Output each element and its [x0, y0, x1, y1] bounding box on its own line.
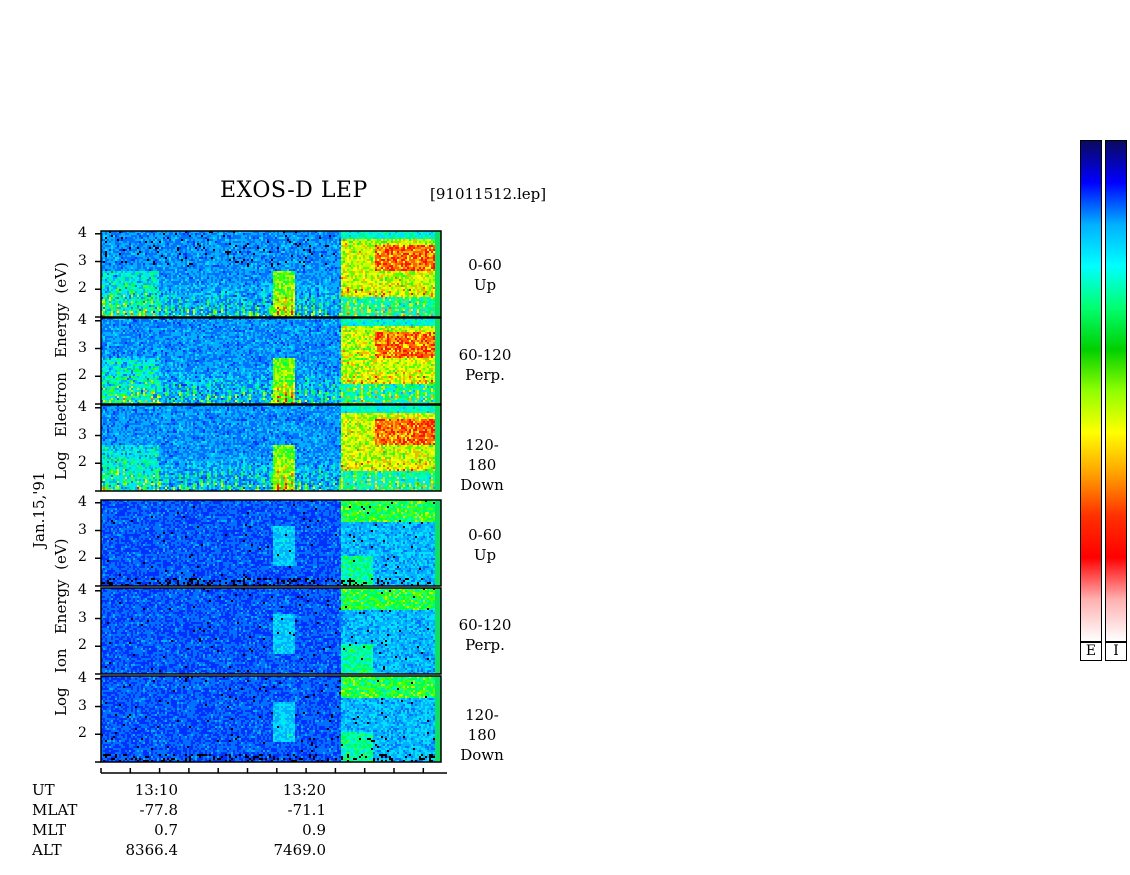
electron-label-down: 120-180 Down — [452, 435, 512, 495]
y-tick-label: 3 — [78, 339, 87, 356]
electron-panel-up — [101, 231, 441, 317]
ion-panel-up — [101, 500, 441, 586]
ephemeris-labels: UT MLAT MLT ALT — [32, 780, 77, 860]
y-tick-label: 3 — [78, 609, 87, 626]
eph-mlat-2: -71.1 — [287, 801, 326, 819]
electron-angle-down: 120-180 — [465, 436, 499, 474]
panel-frame — [100, 230, 442, 318]
y-tick-label: 4 — [78, 581, 87, 598]
electron-dir-up: Up — [473, 276, 497, 294]
y-tick-label: 3 — [78, 252, 87, 269]
chart-title: EXOS-D LEP — [220, 178, 368, 203]
ion-angle-down: 120-180 — [465, 706, 499, 744]
electron-dir-perp: Perp. — [465, 366, 505, 384]
colorbar-ion — [1105, 140, 1127, 642]
electron-panel-perp — [101, 318, 441, 404]
ephemeris-col-1: 13:10 -77.8 0.7 8366.4 — [100, 780, 179, 860]
y-tick-label: 4 — [78, 398, 87, 415]
eph-label-alt: ALT — [32, 841, 62, 859]
panel-frame — [100, 499, 442, 587]
colorbar-electron — [1080, 140, 1102, 642]
ion-dir-up: Up — [473, 546, 497, 564]
y-tick-label: 4 — [78, 311, 87, 328]
y-tick-label: 2 — [78, 280, 87, 297]
y-tick-label: 4 — [78, 224, 87, 241]
eph-label-mlat: MLAT — [32, 801, 78, 819]
eph-alt-1: 8366.4 — [125, 841, 179, 859]
file-name: [91011512.lep] — [430, 185, 547, 203]
electron-angle-up: 0-60 — [468, 256, 502, 274]
y-tick-label: 2 — [78, 454, 87, 471]
eph-alt-2: 7469.0 — [273, 841, 327, 859]
eph-mlt-2: 0.9 — [302, 821, 326, 839]
electron-label-up: 0-60 Up — [455, 255, 515, 295]
ion-label-perp: 60-120 Perp. — [455, 615, 515, 655]
panel-frame — [100, 404, 442, 492]
ion-label-down: 120-180 Down — [452, 705, 512, 765]
y-tick-label: 2 — [78, 637, 87, 654]
y-tick-label: 2 — [78, 367, 87, 384]
y-tick-label: 2 — [78, 549, 87, 566]
colorbar-label-i: I — [1105, 642, 1127, 661]
ion-angle-up: 0-60 — [468, 526, 502, 544]
y-tick-label: 4 — [78, 669, 87, 686]
eph-mlt-1: 0.7 — [154, 821, 178, 839]
ion-angle-perp: 60-120 — [458, 616, 512, 634]
y-tick-label: 3 — [78, 521, 87, 538]
eph-label-ut: UT — [32, 781, 55, 799]
eph-ut-2: 13:20 — [282, 781, 326, 799]
y-tick-label: 4 — [78, 493, 87, 510]
ion-dir-perp: Perp. — [465, 636, 505, 654]
electron-label-perp: 60-120 Perp. — [455, 345, 515, 385]
y-tick-label: 3 — [78, 426, 87, 443]
electron-dir-down: Down — [460, 476, 504, 494]
eph-ut-1: 13:10 — [134, 781, 178, 799]
ion-dir-down: Down — [460, 746, 504, 764]
ion-panel-perp — [101, 588, 441, 674]
electron-angle-perp: 60-120 — [458, 346, 512, 364]
panel-frame — [100, 675, 442, 763]
eph-mlat-1: -77.8 — [139, 801, 178, 819]
electron-panel-down — [101, 405, 441, 491]
y-tick-label: 2 — [78, 725, 87, 742]
y-tick-label: 3 — [78, 697, 87, 714]
ephemeris-col-2: 13:20 -71.1 0.9 7469.0 — [248, 780, 327, 860]
eph-label-mlt: MLT — [32, 821, 67, 839]
panel-frame — [100, 587, 442, 675]
ion-panel-down — [101, 676, 441, 762]
colorbar-label-e: E — [1080, 642, 1102, 661]
panel-frame — [100, 317, 442, 405]
ion-label-up: 0-60 Up — [455, 525, 515, 565]
